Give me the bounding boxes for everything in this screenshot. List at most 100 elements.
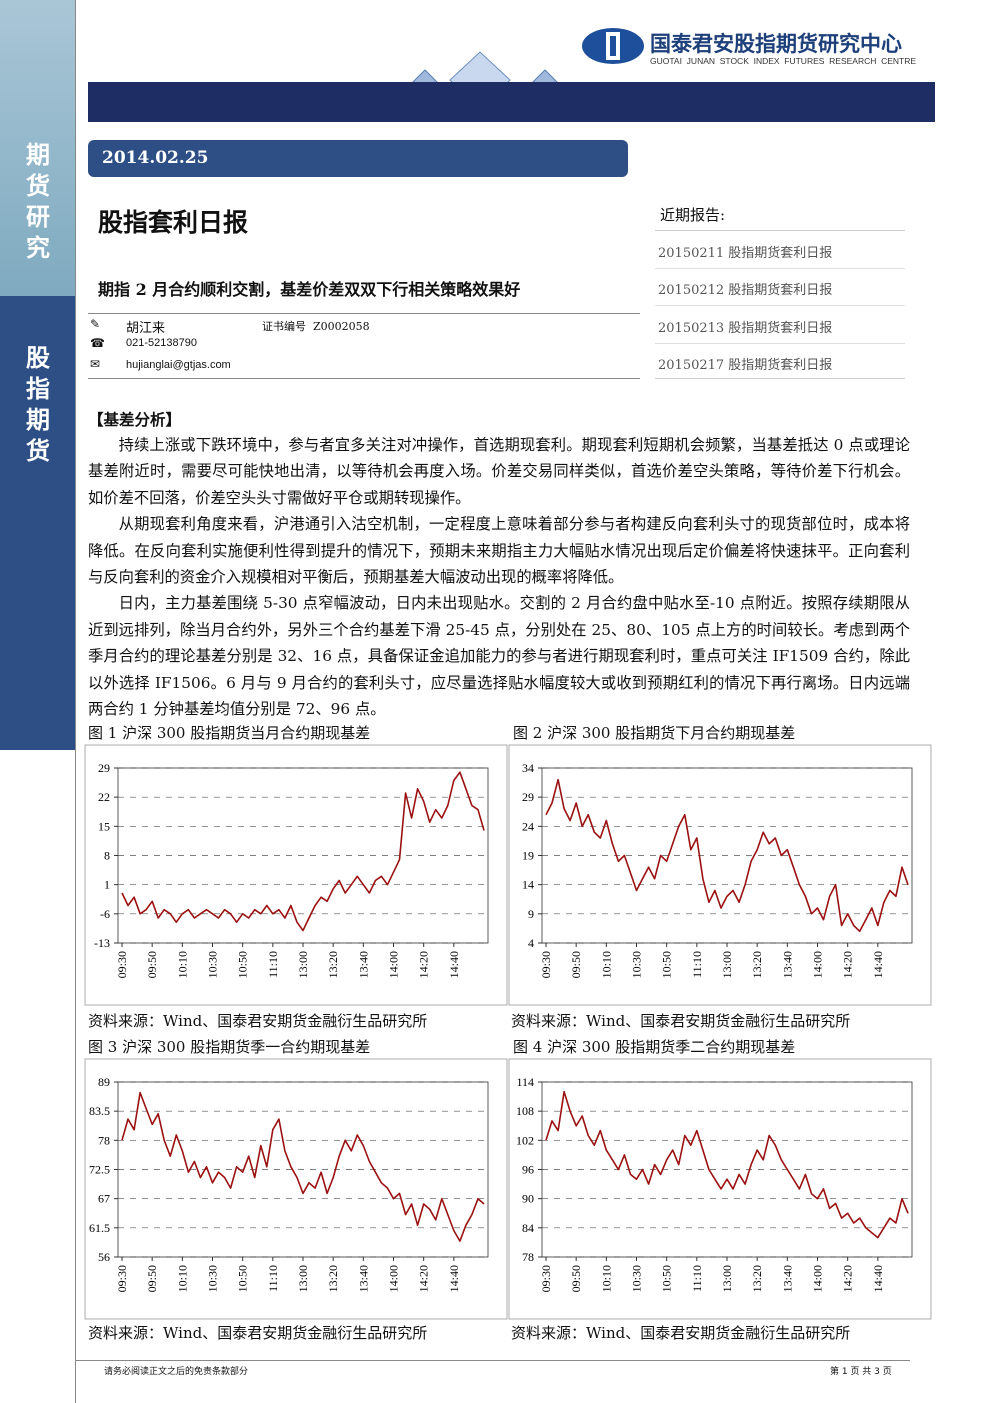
rule (655, 230, 905, 231)
icon-mail: ✉ (90, 357, 101, 371)
x-tick-label: 13:20 (750, 951, 764, 978)
paragraph: 日内，主力基差围绕 5-30 点窄幅波动，日内未出现贴水。交割的 2 月合约盘中… (88, 594, 910, 719)
x-tick-label: 09:30 (115, 951, 129, 978)
recent-item: 20150213 股指期货套利日报 (658, 321, 833, 336)
figure-caption: 图 4 沪深 300 股指期货季二合约期现基差 (513, 1038, 796, 1056)
series-line (121, 771, 485, 932)
y-tick-label: 24 (522, 819, 534, 833)
org-name: 国泰君安股指期货研究中心 (650, 32, 902, 56)
rule (88, 378, 640, 379)
x-tick-label: 10:30 (630, 951, 644, 978)
x-tick-label: 09:30 (539, 1265, 553, 1292)
y-tick-label: 102 (516, 1133, 534, 1147)
x-tick-label: 10:50 (236, 951, 250, 978)
sidebar-top (0, 0, 75, 296)
x-tick-label: 13:00 (296, 951, 310, 978)
y-tick-label: 67 (98, 1192, 110, 1206)
date-bar (88, 140, 628, 177)
figure-source: 资料来源：Wind、国泰君安期货金融衍生品研究所 (511, 1012, 851, 1030)
x-tick-label: 14:20 (417, 951, 431, 978)
sidebar-label: 股指期货 (26, 344, 50, 465)
x-tick-label: 13:00 (720, 951, 734, 978)
x-tick-label: 09:30 (539, 951, 553, 978)
report-subtitle: 期指 2 月合约顺利交割，基差价差双双下行相关策略效果好 (98, 280, 521, 299)
y-tick-label: 114 (516, 1075, 534, 1089)
recent-item: 20150217 股指期货套利日报 (658, 358, 833, 373)
x-tick-label: 14:20 (417, 1265, 431, 1292)
icon-pen: ✎ (90, 317, 101, 331)
chart: 56 61.5 67 72.5 78 83.5 89 09:30 09:50 10:10 10:30… (84, 1058, 508, 1320)
y-tick-label: 14 (522, 878, 534, 892)
icon-phone: ☎ (90, 336, 105, 350)
y-tick-label: 61.5 (89, 1221, 110, 1235)
author: 胡江来 (126, 321, 166, 336)
figure-caption: 图 3 沪深 300 股指期货季一合约期现基差 (88, 1038, 371, 1056)
chart: -13 -6 1 8 15 22 29 09:30 09:50 10:10 10:30 10:50 11… (84, 744, 508, 1006)
y-tick-label: 56 (98, 1250, 110, 1264)
paragraph: 从期现套利角度来看，沪港通引入沽空机制，一定程度上意味着部分参与者构建反向套利头… (88, 515, 910, 587)
x-tick-label: 13:20 (750, 1265, 764, 1292)
x-tick-label: 13:40 (356, 1265, 370, 1292)
chart: 78 84 90 96 102 108 114 09:30 09:50 10:10 10:30 10:… (508, 1058, 932, 1320)
x-tick-label: 09:50 (569, 1265, 583, 1292)
figure-source: 资料来源：Wind、国泰君安期货金融衍生品研究所 (88, 1324, 428, 1342)
y-tick-label: 29 (522, 790, 534, 804)
x-tick-label: 10:10 (599, 1265, 613, 1292)
x-tick-label: 10:50 (660, 951, 674, 978)
series-line (545, 778, 909, 933)
sidebar-label: 期货研究 (26, 141, 50, 262)
figure-source: 资料来源：Wind、国泰君安期货金融衍生品研究所 (88, 1012, 428, 1030)
x-tick-label: 10:30 (206, 1265, 220, 1292)
y-tick-label: 108 (516, 1104, 534, 1118)
paragraph: 持续上涨或下跌环境中，参与者宜多关注对冲操作，首选期现套利。期现套利短期机会频繁… (88, 436, 910, 507)
divider (75, 0, 76, 1403)
rule (655, 378, 905, 379)
report-title: 股指套利日报 (98, 208, 249, 237)
x-tick-label: 14:40 (447, 1265, 461, 1292)
recent-heading: 近期报告: (660, 206, 726, 224)
x-tick-label: 10:50 (660, 1265, 674, 1292)
rule (655, 305, 905, 306)
x-tick-label: 09:50 (145, 1265, 159, 1292)
figure-frame (508, 744, 932, 1006)
x-tick-label: 14:00 (387, 1265, 401, 1292)
y-tick-label: 83.5 (89, 1104, 110, 1118)
y-tick-label: 90 (522, 1192, 534, 1206)
x-tick-label: 14:40 (447, 951, 461, 978)
x-tick-label: 13:20 (326, 951, 340, 978)
figure-caption: 图 2 沪深 300 股指期货下月合约期现基差 (513, 724, 796, 742)
x-tick-label: 10:30 (630, 1265, 644, 1292)
recent-item: 20150211 股指期货套利日报 (658, 246, 833, 261)
y-tick-label: 29 (98, 761, 110, 775)
y-tick-label: 19 (522, 849, 534, 863)
figure-frame (84, 744, 508, 1006)
x-tick-label: 09:50 (569, 951, 583, 978)
sidebar-bottom (0, 296, 75, 750)
x-tick-label: 13:40 (356, 951, 370, 978)
x-tick-label: 10:30 (206, 951, 220, 978)
x-tick-label: 13:40 (780, 951, 794, 978)
y-tick-label: 9 (528, 907, 534, 921)
header-band (88, 82, 935, 122)
x-tick-label: 14:00 (811, 951, 825, 978)
y-tick-label: 89 (98, 1075, 110, 1089)
email: hujianglai@gtjas.com (126, 359, 231, 371)
phone: 021-52138790 (126, 337, 197, 349)
recent-item: 20150212 股指期货套利日报 (658, 283, 833, 298)
x-tick-label: 13:00 (720, 1265, 734, 1292)
series-line (545, 1090, 909, 1239)
chart: 4 9 14 19 24 29 34 09:30 09:50 10:10 10:30 10:50 11:… (508, 744, 932, 1006)
y-tick-label: 78 (98, 1133, 110, 1147)
section-heading: 【基差分析】 (88, 410, 182, 429)
x-tick-label: 09:50 (145, 951, 159, 978)
y-tick-label: 96 (522, 1163, 534, 1177)
y-tick-label: 15 (98, 819, 110, 833)
x-tick-label: 13:00 (296, 1265, 310, 1292)
report-date: 2014.02.25 (102, 148, 209, 168)
logo (582, 28, 644, 64)
x-tick-label: 14:40 (871, 951, 885, 978)
x-tick-label: 14:00 (387, 951, 401, 978)
y-tick-label: 8 (104, 849, 110, 863)
y-tick-label: -6 (100, 907, 110, 921)
